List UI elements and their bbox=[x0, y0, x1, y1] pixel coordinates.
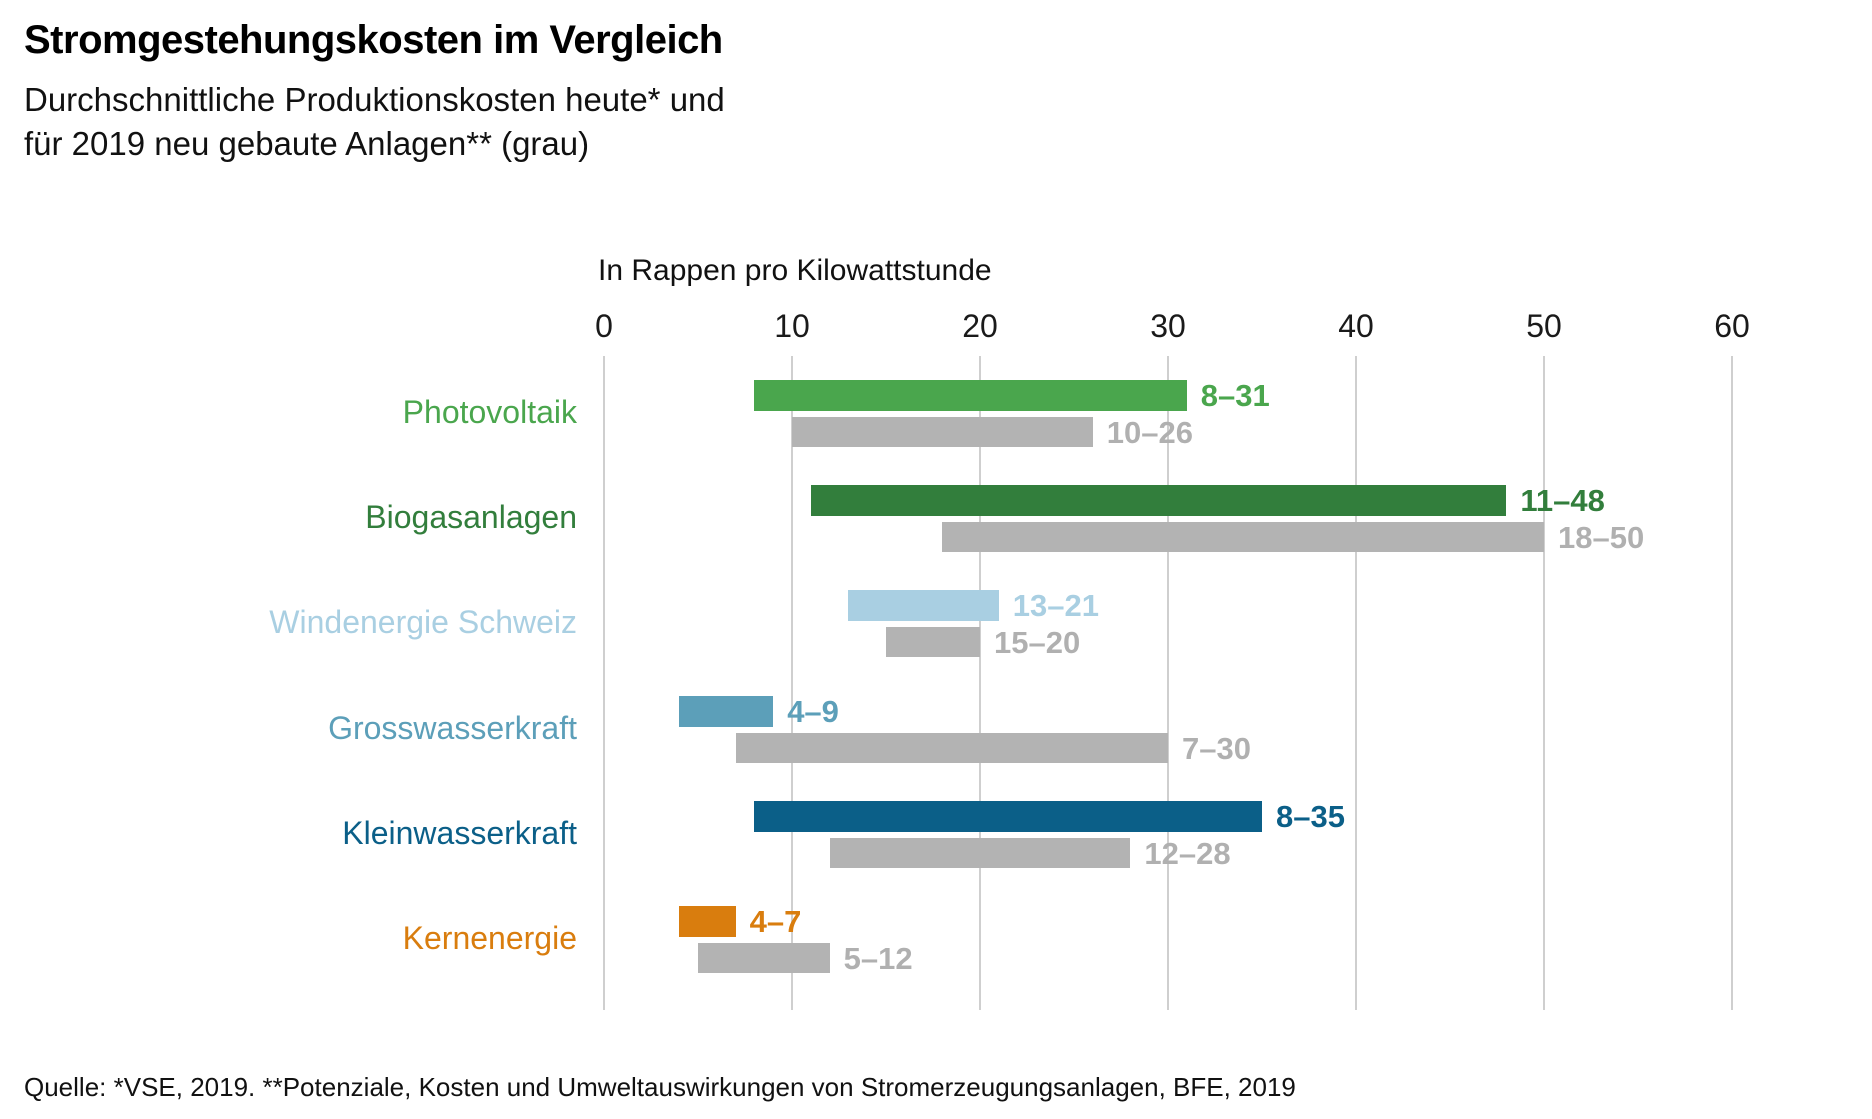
x-tick-label: 40 bbox=[1338, 308, 1374, 344]
today-bar bbox=[810, 485, 1507, 516]
x-tick-label: 60 bbox=[1714, 308, 1750, 344]
category-label: Photovoltaik bbox=[402, 393, 577, 430]
today-value-label: 11–48 bbox=[1520, 483, 1605, 518]
category-label: Biogasanlagen bbox=[365, 498, 577, 535]
x-tick-label: 0 bbox=[595, 308, 613, 344]
new2019-bar bbox=[829, 838, 1131, 868]
gridline bbox=[1731, 356, 1733, 1010]
new2019-value-label: 7–30 bbox=[1182, 731, 1251, 766]
gridline bbox=[1355, 356, 1357, 1010]
today-bar bbox=[679, 906, 736, 937]
x-tick-label: 30 bbox=[1150, 308, 1186, 344]
x-tick-label: 50 bbox=[1526, 308, 1562, 344]
new2019-bar bbox=[942, 522, 1544, 552]
new2019-bar bbox=[792, 417, 1093, 447]
category-label: Windenergie Schweiz bbox=[269, 603, 577, 640]
new2019-value-label: 10–26 bbox=[1106, 415, 1194, 450]
new2019-bar bbox=[886, 627, 980, 657]
x-tick-label: 20 bbox=[962, 308, 998, 344]
today-bar bbox=[848, 590, 999, 621]
new2019-value-label: 5–12 bbox=[843, 941, 913, 976]
source-note: Quelle: *VSE, 2019. **Potenziale, Kosten… bbox=[24, 1072, 1296, 1102]
category-label: Kleinwasserkraft bbox=[342, 814, 577, 851]
chart-subtitle: Durchschnittliche Produktionskosten heut… bbox=[24, 81, 725, 162]
new2019-value-label: 12–28 bbox=[1144, 836, 1231, 871]
gridline bbox=[1167, 356, 1169, 1010]
today-value-label: 8–31 bbox=[1200, 378, 1270, 413]
new2019-bar bbox=[698, 943, 830, 973]
category-label: Grosswasserkraft bbox=[328, 709, 577, 746]
today-bar bbox=[754, 801, 1262, 832]
gridline bbox=[1543, 356, 1545, 1010]
today-bar bbox=[754, 380, 1187, 411]
today-value-label: 4–7 bbox=[749, 904, 802, 939]
today-value-label: 8–35 bbox=[1276, 799, 1345, 834]
chart-title: Stromgestehungskosten im Vergleich bbox=[24, 18, 723, 62]
category-label: Kernenergie bbox=[402, 919, 577, 956]
x-tick-label: 10 bbox=[774, 308, 810, 344]
new2019-bar bbox=[735, 733, 1168, 763]
today-bar bbox=[679, 696, 774, 727]
new2019-value-label: 18–50 bbox=[1558, 520, 1645, 555]
new2019-value-label: 15–20 bbox=[994, 625, 1081, 660]
today-value-label: 4–9 bbox=[787, 694, 839, 729]
gridline bbox=[603, 356, 605, 1010]
gridline bbox=[979, 356, 981, 1010]
x-axis-title: In Rappen pro Kilowattstunde bbox=[598, 254, 992, 287]
today-value-label: 13–21 bbox=[1012, 588, 1100, 623]
gridline bbox=[791, 356, 793, 1010]
